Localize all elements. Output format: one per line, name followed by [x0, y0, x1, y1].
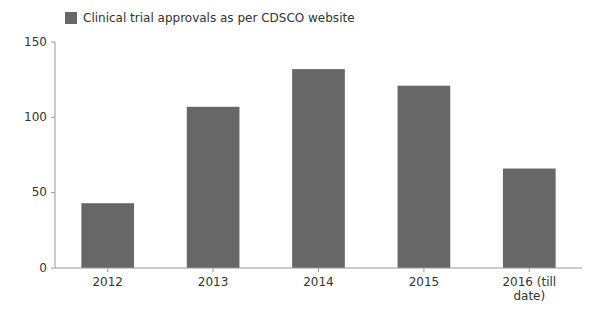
x-tick-label: 2013 [198, 275, 229, 289]
legend-label: Clinical trial approvals as per CDSCO we… [83, 11, 355, 25]
legend-swatch [65, 12, 77, 24]
y-tick [51, 42, 55, 43]
bars [81, 69, 555, 268]
y-tick-label: 50 [32, 185, 47, 199]
legend: Clinical trial approvals as per CDSCO we… [65, 11, 355, 25]
x-tick-label: 2014 [303, 275, 334, 289]
bar [81, 203, 134, 268]
x-tick [318, 268, 319, 272]
y-tick [51, 117, 55, 118]
bar [292, 69, 345, 268]
x-tick [213, 268, 214, 272]
bar [398, 86, 451, 268]
x-tick [529, 268, 530, 272]
x-tick-label: 2016 (tilldate) [502, 275, 556, 303]
y-tick-label: 150 [24, 35, 47, 49]
y-tick-label: 0 [39, 261, 47, 275]
x-tick [423, 268, 424, 272]
x-tick [107, 268, 108, 272]
bar [503, 169, 556, 268]
chart-container: 0 50 100 150 2012 2013 2014 2015 2016 (tilldate)… [0, 0, 600, 320]
y-tick [51, 192, 55, 193]
y-tick-label: 100 [24, 110, 47, 124]
x-tick-label: 2012 [92, 275, 123, 289]
bar [187, 107, 240, 268]
chart: 0 50 100 150 2012 2013 2014 2015 2016 (tilldate)… [0, 0, 600, 320]
x-tick-label: 2015 [409, 275, 440, 289]
y-tick [51, 268, 55, 269]
y-axis-line [55, 42, 56, 268]
